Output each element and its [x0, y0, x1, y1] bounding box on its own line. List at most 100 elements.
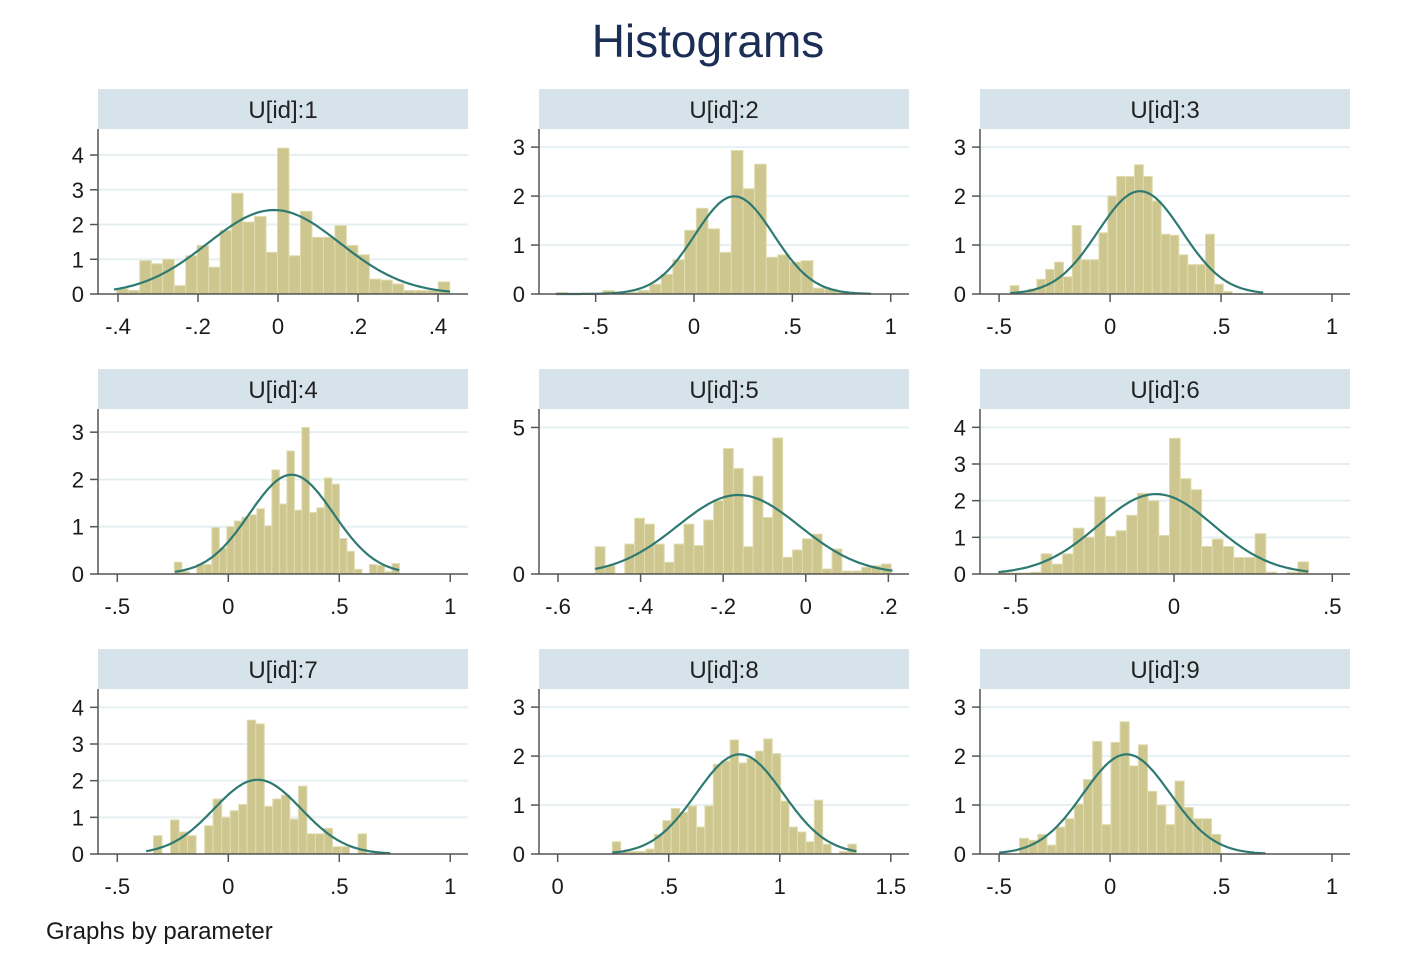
- histogram-bar: [1083, 536, 1096, 575]
- histogram-bar: [1128, 765, 1139, 855]
- y-tick-label: 3: [954, 695, 966, 720]
- y-tick-label: 0: [513, 282, 525, 307]
- x-tick-label: 0: [272, 314, 284, 339]
- panel-1: U[id]:1 0 1 2 3 4 -.4 -.2 0 .2 .4: [72, 89, 468, 339]
- panel-title: U[id]:6: [1130, 377, 1199, 404]
- y-tick-label: 1: [954, 793, 966, 818]
- histogram-bar: [280, 794, 291, 855]
- histogram-bar: [687, 805, 697, 855]
- histogram-bar: [1062, 276, 1073, 295]
- histogram-bar: [732, 467, 744, 575]
- y-tick-label: 3: [954, 135, 966, 160]
- y-tick-label: 2: [72, 769, 84, 794]
- histogram-bar: [765, 256, 779, 295]
- histogram-bar: [1080, 259, 1091, 295]
- histogram-bar: [203, 564, 213, 575]
- panel-title: U[id]:1: [248, 97, 317, 124]
- histogram-bar: [703, 519, 715, 575]
- histogram-bar: [738, 762, 748, 855]
- panel-title: U[id]:4: [248, 377, 317, 404]
- y-tick-label: 2: [72, 213, 84, 238]
- panel-title: U[id]:8: [689, 657, 758, 684]
- histogram-bar: [185, 255, 198, 295]
- y-tick-label: 1: [72, 515, 84, 540]
- histogram-bar: [1178, 254, 1189, 295]
- histogram-bar: [334, 225, 347, 295]
- y-tick-label: 0: [513, 562, 525, 587]
- x-tick-label: -.2: [710, 594, 736, 619]
- histogram-bar: [271, 469, 280, 575]
- x-tick-label: -.5: [986, 874, 1012, 899]
- histogram-bar: [730, 150, 744, 295]
- normal-density-curve: [612, 753, 857, 854]
- y-tick-label: 0: [72, 562, 84, 587]
- panel-title: U[id]:9: [1130, 657, 1199, 684]
- histogram-bar: [792, 549, 803, 575]
- histogram-bar: [1072, 527, 1085, 575]
- x-tick-label: -.6: [545, 594, 571, 619]
- histogram-bar: [248, 514, 258, 575]
- panel-title: U[id]:5: [689, 377, 758, 404]
- histogram-bar: [254, 216, 267, 295]
- histogram-bar: [1254, 533, 1267, 575]
- histogram-bar: [299, 210, 313, 295]
- histogram-bar: [218, 547, 228, 575]
- histogram-bar: [331, 846, 342, 855]
- histogram-bar: [323, 477, 333, 575]
- y-tick-label: 4: [72, 695, 84, 720]
- x-tick-label: .2: [349, 314, 367, 339]
- histogram-bar: [742, 546, 754, 575]
- histogram-bar: [173, 285, 187, 295]
- x-tick-label: 0: [222, 874, 234, 899]
- x-tick-label: 0: [1104, 314, 1116, 339]
- x-tick-label: 1.5: [875, 874, 906, 899]
- histogram-bar: [1233, 557, 1245, 575]
- histogram-bar: [805, 841, 815, 855]
- histogram-bar: [152, 835, 163, 855]
- y-tick-label: 5: [513, 415, 525, 440]
- panel-header: [98, 649, 468, 689]
- histogram-bar: [293, 509, 303, 575]
- histogram-bar: [1169, 437, 1181, 575]
- histogram-bar: [306, 833, 316, 855]
- histogram-bar: [1201, 546, 1213, 575]
- panel-5: U[id]:5 0 5 -.6 -.4 -.2 0 .2: [513, 369, 909, 619]
- histogram-bar: [1126, 514, 1138, 575]
- histogram-bar: [782, 556, 794, 575]
- panel-title: U[id]:2: [689, 97, 758, 124]
- x-tick-label: -.4: [628, 594, 654, 619]
- histogram-bar: [277, 147, 290, 295]
- histogram-bar: [1243, 557, 1256, 575]
- histogram-bar: [1073, 803, 1085, 855]
- x-tick-label: .5: [660, 874, 678, 899]
- y-tick-label: 0: [954, 562, 966, 587]
- x-tick-label: 0: [688, 314, 700, 339]
- histogram-bar: [1119, 721, 1130, 855]
- histogram-bar: [380, 279, 393, 295]
- graphs-by-note: Graphs by parameter: [46, 918, 273, 945]
- x-tick-label: 1: [444, 874, 456, 899]
- x-tick-label: 1: [1326, 874, 1338, 899]
- histogram-bar: [1190, 489, 1203, 575]
- histogram-bar: [1151, 200, 1162, 295]
- x-tick-label: .5: [783, 314, 801, 339]
- histogram-bar: [314, 833, 325, 855]
- histogram-bar: [1174, 780, 1185, 855]
- x-tick-label: .5: [1212, 874, 1230, 899]
- y-tick-label: 2: [954, 489, 966, 514]
- y-tick-label: 2: [513, 744, 525, 769]
- histogram-bar: [1040, 553, 1053, 575]
- normal-density-curve: [113, 208, 451, 293]
- panel-header: [539, 649, 909, 689]
- x-tick-label: 0: [1168, 594, 1180, 619]
- histogram-bar: [771, 753, 782, 855]
- panel-9: U[id]:9 0 1 2 3 -.5 0 .5 1: [954, 649, 1350, 899]
- y-tick-label: 0: [72, 282, 84, 307]
- y-tick-label: 1: [954, 525, 966, 550]
- histogram-bar: [196, 244, 210, 295]
- histogram-bar: [660, 273, 674, 295]
- histogram-bar: [789, 261, 802, 295]
- histogram-bar: [278, 503, 288, 575]
- histogram-bar: [1115, 530, 1128, 575]
- panel-header: [98, 369, 468, 409]
